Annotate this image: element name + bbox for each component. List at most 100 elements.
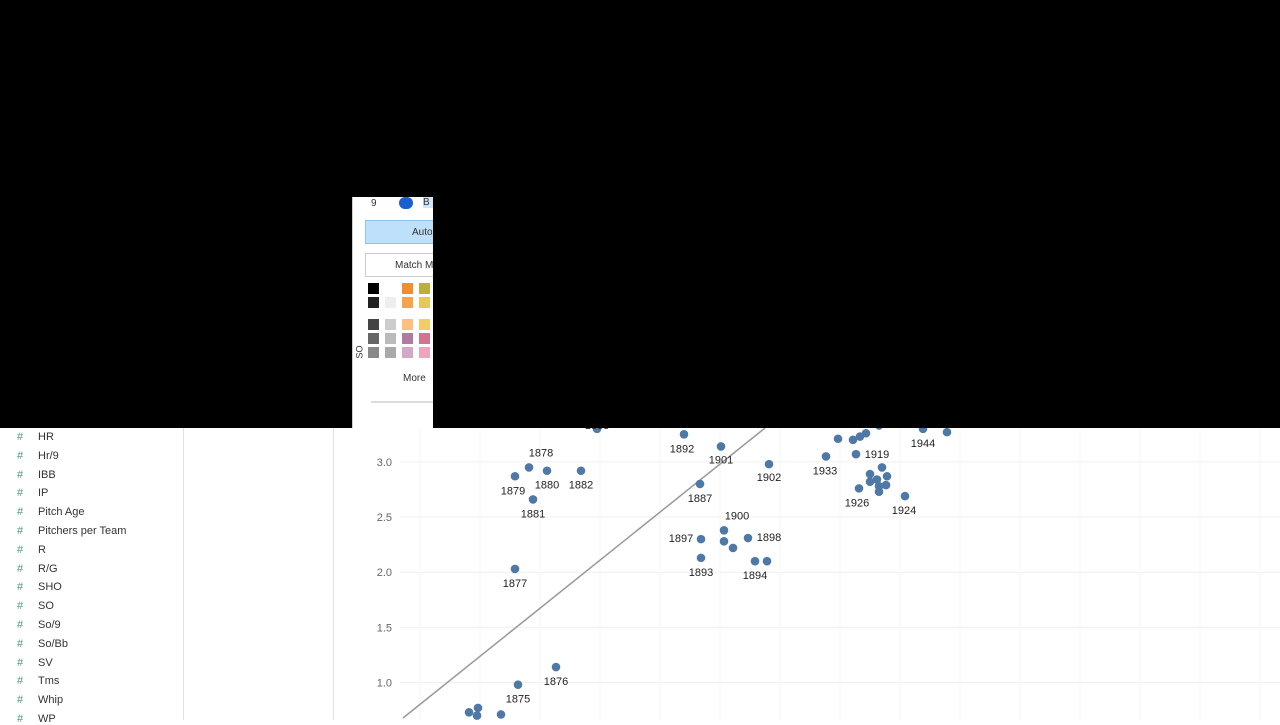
data-point — [551, 662, 561, 672]
field[interactable]: Pitchers per Team — [38, 525, 127, 537]
field-icon: # — [17, 562, 24, 575]
swatch[interactable] — [368, 283, 379, 294]
trend-line — [402, 427, 766, 719]
y-tick-label: 2.0 — [377, 567, 392, 579]
data-point — [510, 564, 520, 574]
data-point — [833, 434, 843, 444]
swatch[interactable] — [402, 297, 413, 308]
point-label: 1879 — [501, 485, 525, 497]
data-point — [528, 495, 538, 504]
swatch[interactable] — [419, 333, 430, 344]
y-tick-label: 1.5 — [377, 622, 392, 634]
field[interactable]: So/Bb — [38, 637, 68, 650]
point-label: 1882 — [569, 480, 593, 492]
field-icon: # — [17, 506, 24, 519]
swatch[interactable] — [385, 297, 396, 308]
divider — [371, 401, 433, 403]
field[interactable]: R/G — [38, 562, 58, 575]
bold-button[interactable]: B — [423, 197, 433, 208]
point-label: 1902 — [757, 472, 781, 484]
field[interactable]: IP — [38, 487, 49, 500]
swatch[interactable] — [402, 283, 413, 294]
data-point — [861, 428, 871, 438]
field[interactable]: SHO — [38, 581, 62, 594]
data-point — [854, 484, 864, 493]
data-point — [874, 487, 884, 496]
swatch[interactable] — [419, 347, 430, 358]
field-icon: # — [17, 656, 24, 669]
field-icon: # — [17, 694, 24, 707]
data-point — [728, 543, 738, 553]
field-icon: # — [17, 713, 24, 725]
point-label: 1877 — [503, 578, 527, 590]
swatch[interactable] — [402, 319, 413, 330]
point-label: 1894 — [743, 570, 767, 582]
data-point — [865, 469, 875, 479]
data-point — [851, 449, 861, 459]
field-icon: # — [17, 468, 24, 481]
field-icon: # — [17, 525, 24, 537]
overlay — [0, 0, 1280, 428]
field[interactable]: SV — [38, 656, 53, 669]
field[interactable]: Tms — [38, 675, 60, 688]
field[interactable]: HR — [38, 431, 54, 443]
swatch[interactable] — [385, 347, 396, 358]
field-icon: # — [17, 449, 24, 462]
field-icon: # — [17, 487, 24, 500]
swatch[interactable] — [402, 333, 413, 344]
point-label: 1944 — [911, 438, 935, 450]
field[interactable]: R — [38, 543, 46, 556]
point-label: 1901 — [709, 454, 733, 466]
data-point — [696, 534, 706, 544]
field-icon: # — [17, 581, 24, 594]
field-icon: # — [17, 600, 24, 613]
data-point — [510, 471, 520, 481]
data-point — [882, 471, 892, 481]
swatch[interactable] — [385, 283, 396, 294]
swatch[interactable] — [368, 347, 379, 358]
data-point — [942, 427, 952, 437]
field-icon: # — [17, 431, 24, 443]
swatch[interactable] — [385, 333, 396, 344]
match-button[interactable]: Match M — [365, 253, 433, 277]
swatch[interactable] — [419, 283, 430, 294]
data-point — [764, 459, 774, 469]
point-label: 1881 — [521, 508, 545, 520]
field[interactable]: So/9 — [38, 619, 61, 631]
field[interactable]: IBB — [38, 468, 56, 481]
color-popup: 9 B Auto Match M SO More — [352, 197, 433, 428]
size-field[interactable]: 9 — [371, 198, 377, 209]
field[interactable]: SO — [38, 600, 54, 613]
data-point — [542, 466, 552, 476]
data-point — [872, 475, 882, 484]
data-point — [719, 537, 729, 546]
swatch[interactable] — [402, 347, 413, 358]
field[interactable]: Pitch Age — [38, 506, 85, 519]
swatch[interactable] — [385, 319, 396, 330]
more-colors[interactable]: More — [403, 373, 426, 384]
field-icon: # — [17, 675, 24, 688]
swatch[interactable] — [368, 297, 379, 308]
data-point — [513, 680, 523, 690]
swatch[interactable] — [419, 319, 430, 330]
data-point — [743, 533, 753, 543]
data-point — [696, 553, 706, 563]
swatch[interactable] — [368, 333, 379, 344]
point-label: 1898 — [757, 532, 781, 544]
field-icon: # — [17, 619, 24, 631]
field-icon: # — [17, 543, 24, 556]
data-point — [576, 466, 586, 476]
field[interactable]: Hr/9 — [38, 449, 59, 462]
swatch[interactable] — [368, 319, 379, 330]
data-point — [679, 430, 689, 439]
swatch[interactable] — [419, 297, 430, 308]
data-point — [762, 556, 772, 566]
y-tick-label: 1.0 — [377, 678, 392, 690]
auto-button[interactable]: Auto — [365, 220, 433, 244]
data-point — [877, 463, 887, 472]
y-tick-label: 3.0 — [377, 457, 392, 469]
field[interactable]: Whip — [38, 694, 64, 707]
data-point — [865, 477, 875, 487]
point-label: 1878 — [529, 447, 553, 459]
